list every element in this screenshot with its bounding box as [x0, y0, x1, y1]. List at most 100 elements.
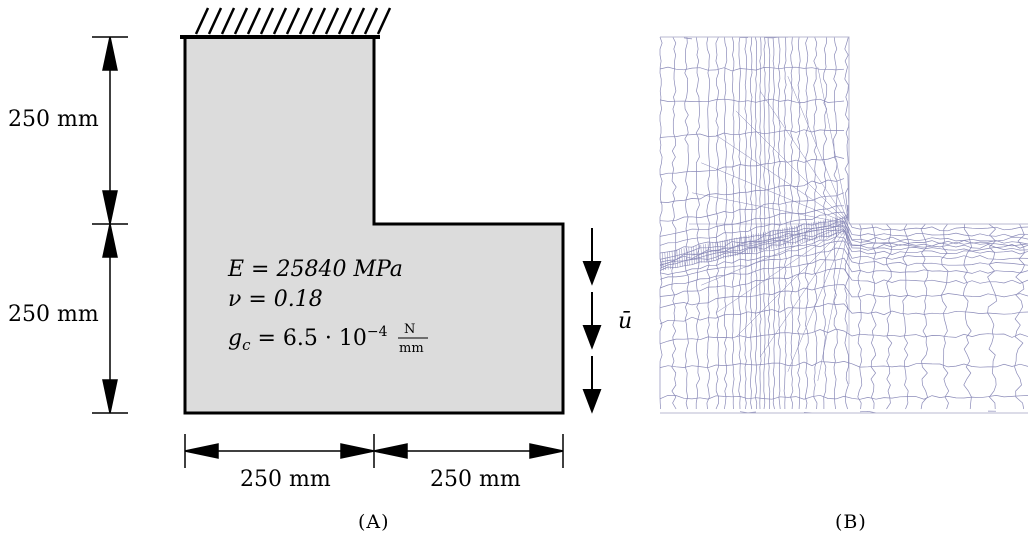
mesh-edge	[759, 36, 762, 410]
dim-width-right-label: 250 mm	[430, 467, 521, 492]
mesh-edge	[846, 215, 849, 234]
mesh-edge	[779, 228, 782, 247]
mesh-edge	[787, 76, 847, 219]
panel-b: (B)	[659, 36, 1028, 533]
mesh-edge	[700, 244, 703, 263]
hatch-line	[350, 7, 366, 35]
hatch-line	[272, 7, 288, 35]
mesh-edge	[659, 156, 845, 176]
mesh-edge	[664, 251, 667, 271]
caption-a: (A)	[358, 511, 390, 533]
gc-unit-fraction: N mm	[398, 322, 428, 356]
mesh-edge	[746, 235, 748, 254]
panel-a: 250 mm 250 mm 250 mm 250 mm E = 25840 MP…	[8, 7, 632, 533]
mesh-edge	[797, 36, 801, 410]
mesh-edge	[684, 36, 689, 410]
mesh-edge	[693, 246, 695, 265]
mesh-edge	[659, 229, 1028, 267]
mesh-edge	[692, 192, 844, 224]
mesh-edge	[710, 242, 712, 261]
hatch-line	[298, 7, 314, 35]
mesh-edge	[870, 223, 877, 410]
mesh-edge	[698, 245, 700, 264]
mesh-edge	[659, 361, 1028, 369]
mesh-edge	[695, 36, 701, 409]
mesh-edge	[726, 239, 729, 258]
mesh-edge	[659, 98, 845, 103]
mesh-edge	[762, 232, 765, 251]
mesh-edge	[719, 240, 722, 259]
mesh-edge	[844, 215, 847, 234]
mesh-edge	[659, 268, 1028, 297]
l-shaped-specimen	[183, 35, 565, 415]
displacement-arrows-icon	[582, 228, 602, 414]
mesh-edge	[671, 250, 674, 269]
mesh-edge	[758, 233, 760, 252]
mesh-edge	[813, 36, 818, 410]
svg-text:N: N	[404, 322, 415, 337]
mesh-edge	[804, 36, 809, 410]
mesh-edge	[705, 243, 707, 262]
mesh-edge	[941, 223, 950, 410]
mesh-edge	[767, 231, 770, 250]
mesh-edge	[701, 162, 844, 222]
mesh-edge	[692, 224, 844, 256]
mesh-edge	[706, 36, 711, 410]
caption-b: (B)	[835, 511, 867, 533]
mesh-edge	[702, 244, 705, 263]
fe-mesh	[659, 36, 1028, 414]
hatch-line	[285, 7, 301, 35]
horizontal-dimension	[184, 434, 564, 468]
mesh-edge	[765, 231, 767, 250]
material-gc-label: gc = 6.5 · 10−4	[228, 324, 388, 354]
mesh-edge	[707, 243, 710, 262]
mesh-edge	[717, 241, 719, 260]
mesh-edge	[686, 247, 688, 266]
mesh-edge	[659, 66, 845, 72]
mesh-edge	[741, 236, 743, 255]
mesh-edge	[662, 252, 664, 271]
hatch-line	[324, 7, 340, 35]
mesh-edge	[659, 328, 1028, 345]
mesh-edge	[735, 228, 845, 338]
mesh-edge	[659, 257, 1028, 289]
mesh-edge	[659, 222, 1028, 263]
mesh-edge	[676, 249, 679, 268]
mesh-edge	[659, 220, 1028, 260]
mesh-edge	[666, 251, 669, 270]
mesh-edge	[659, 303, 1028, 325]
mesh-outline	[660, 36, 1028, 414]
hatch-line	[363, 7, 379, 35]
mesh-edge	[1014, 223, 1026, 410]
mesh-edge	[885, 223, 893, 410]
mesh-edge	[659, 394, 1028, 400]
mesh-edge	[750, 234, 753, 253]
mesh-edge	[736, 237, 739, 256]
mesh-edge	[767, 36, 771, 410]
fixed-support-hatch-icon	[180, 7, 392, 39]
hatch-line	[311, 7, 327, 35]
mesh-edge	[735, 110, 845, 220]
mesh-edge	[715, 134, 845, 221]
hatch-line	[337, 7, 353, 35]
mesh-edge	[659, 252, 662, 272]
hatch-line	[207, 7, 223, 35]
mesh-edge	[683, 37, 693, 40]
mesh-edge	[734, 237, 736, 257]
mesh-edge	[754, 36, 758, 410]
load-label: ū	[618, 309, 632, 334]
mesh-edge	[659, 240, 1028, 275]
hatch-line	[259, 7, 275, 35]
mesh-edge	[701, 226, 844, 286]
mesh-edge	[822, 36, 828, 409]
mesh-edge	[731, 238, 734, 257]
mesh-edge	[763, 36, 766, 410]
mesh-edge	[749, 36, 753, 410]
mesh-edge	[659, 129, 845, 138]
mesh-edge	[678, 249, 681, 268]
hatch-line	[246, 7, 262, 35]
svg-text:mm: mm	[399, 341, 424, 356]
mesh-edge	[674, 250, 676, 269]
mesh-edge	[777, 229, 779, 248]
